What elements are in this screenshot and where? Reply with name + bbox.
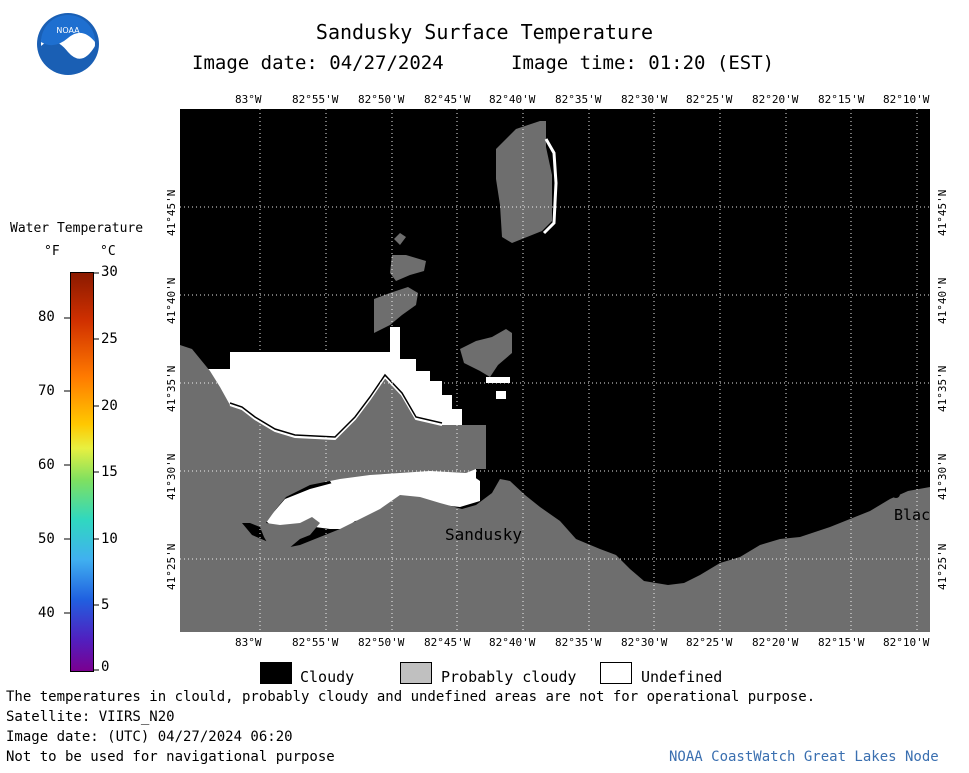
probably-cloudy-island: [374, 287, 418, 333]
c-tick-0: 0: [101, 659, 110, 675]
lon-label-bottom: 82°10'W: [883, 636, 930, 649]
probably-cloudy-island: [394, 233, 406, 245]
lon-label-bottom: 82°55'W: [292, 636, 339, 649]
land-region: [180, 345, 930, 632]
c-tick-5: 5: [101, 597, 110, 613]
f-tick-80: 80: [38, 309, 55, 325]
logo-text: NOAA: [56, 26, 80, 35]
lon-label-top: 82°10'W: [883, 93, 930, 106]
lon-label-top: 82°15'W: [818, 93, 865, 106]
lon-label-bottom: 82°20'W: [752, 636, 799, 649]
lon-label-top: 82°30'W: [621, 93, 668, 106]
lon-label-top: 83°W: [235, 93, 262, 106]
probably-cloudy-island: [390, 255, 426, 281]
c-tick-30: 30: [101, 264, 118, 280]
c-tick-25: 25: [101, 331, 118, 347]
footer-note: The temperatures in clould, probably clo…: [6, 689, 816, 705]
legend-cloudy-label: Cloudy: [300, 668, 355, 686]
lon-label-bottom: 82°35'W: [555, 636, 602, 649]
probably-cloudy-island: [496, 121, 552, 243]
f-tick-marks: [64, 272, 70, 672]
lat-label-right: 41°45'N: [936, 189, 949, 236]
unit-f: °F: [44, 244, 60, 259]
image-time-label: Image time: 01:20 (EST): [511, 52, 775, 74]
lon-label-top: 82°40'W: [489, 93, 536, 106]
legend-undefined-label: Undefined: [641, 668, 723, 686]
lat-label-right: 41°35'N: [936, 365, 949, 412]
legend-probably-cloudy-label: Probably cloudy: [441, 668, 577, 686]
lat-label-left: 41°35'N: [165, 365, 178, 412]
f-tick-50: 50: [38, 531, 55, 547]
lon-label-top: 82°55'W: [292, 93, 339, 106]
lon-label-bottom: 82°40'W: [489, 636, 536, 649]
probably-cloudy-island: [460, 329, 512, 377]
footer-nav-warning: Not to be used for navigational purpose: [6, 749, 335, 765]
footer-utc-date: Image date: (UTC) 04/27/2024 06:20: [6, 729, 293, 745]
lat-label-right: 41°25'N: [936, 543, 949, 590]
c-tick-20: 20: [101, 398, 118, 414]
lon-label-bottom: 82°15'W: [818, 636, 865, 649]
lat-label-right: 41°40'N: [936, 277, 949, 324]
lon-label-top: 82°45'W: [424, 93, 471, 106]
graticule: [180, 109, 930, 632]
footer-satellite: Satellite: VIIRS_N20: [6, 709, 175, 725]
f-tick-60: 60: [38, 457, 55, 473]
lon-label-bottom: 82°45'W: [424, 636, 471, 649]
c-tick-10: 10: [101, 531, 118, 547]
legend-undefined-swatch: [600, 662, 632, 684]
place-blac: Blac: [894, 506, 930, 524]
colorbar-title: Water Temperature: [10, 221, 144, 236]
legend-cloudy-swatch: [260, 662, 292, 684]
colorbar: [70, 272, 94, 672]
lat-label-right: 41°30'N: [936, 453, 949, 500]
lon-label-bottom: 83°W: [235, 636, 262, 649]
c-tick-marks: [93, 272, 99, 672]
lat-label-left: 41°45'N: [165, 189, 178, 236]
f-tick-70: 70: [38, 383, 55, 399]
lon-label-bottom: 82°50'W: [358, 636, 405, 649]
lon-label-top: 82°35'W: [555, 93, 602, 106]
unit-c: °C: [100, 244, 116, 259]
place-sandusky: Sandusky: [445, 525, 523, 544]
lon-label-bottom: 82°30'W: [621, 636, 668, 649]
image-date-label: Image date: 04/27/2024: [192, 52, 444, 74]
map-title: Sandusky Surface Temperature: [315, 20, 654, 44]
legend-probably-cloudy-swatch: [400, 662, 432, 684]
lon-label-bottom: 82°25'W: [686, 636, 733, 649]
lat-label-left: 41°40'N: [165, 277, 178, 324]
undefined-strip: [266, 474, 480, 529]
lon-label-top: 82°50'W: [358, 93, 405, 106]
f-tick-40: 40: [38, 605, 55, 621]
noaa-logo: NOAA: [36, 12, 100, 76]
c-tick-15: 15: [101, 464, 118, 480]
map-area: [180, 109, 930, 632]
footer-credit-link[interactable]: NOAA CoastWatch Great Lakes Node: [669, 749, 939, 765]
lon-label-top: 82°25'W: [686, 93, 733, 106]
lat-label-left: 41°25'N: [165, 543, 178, 590]
location-dot: [892, 490, 900, 498]
lon-label-top: 82°20'W: [752, 93, 799, 106]
lat-label-left: 41°30'N: [165, 453, 178, 500]
